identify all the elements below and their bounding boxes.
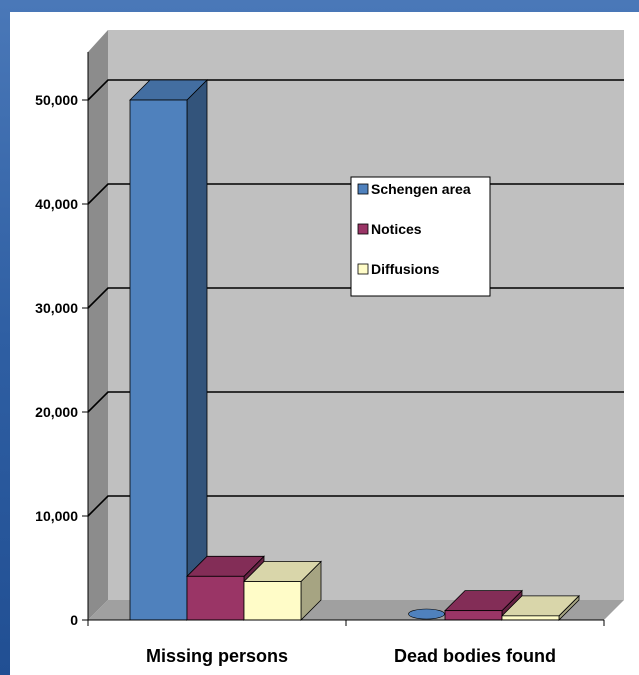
gridline	[87, 495, 624, 517]
bar	[444, 610, 503, 621]
y-tick-label: 40,000	[35, 196, 78, 212]
bar-chart: 0 10,000 20,000 30,000 40,000 50,000 Missing …	[35, 30, 624, 666]
legend-swatch	[357, 183, 369, 195]
y-tick-label: 30,000	[35, 300, 78, 316]
bar	[243, 581, 302, 621]
side-wall	[88, 30, 108, 620]
chart-panel: 0 10,000 20,000 30,000 40,000 50,000 Missing …	[10, 12, 639, 675]
legend-box	[350, 176, 491, 297]
x-category-label: Missing persons	[146, 646, 288, 666]
gridline	[87, 391, 624, 413]
x-category-label: Dead bodies found	[394, 646, 556, 666]
gridline	[87, 79, 624, 101]
bar-side	[186, 79, 208, 621]
bar	[186, 575, 245, 621]
legend-label: Notices	[371, 221, 422, 237]
legend-label: Schengen area	[371, 181, 471, 197]
legend-swatch	[357, 263, 369, 275]
y-tick-label: 20,000	[35, 404, 78, 420]
legend-swatch	[357, 223, 369, 235]
legend: Schengen area Notices Diffusions	[350, 176, 491, 297]
y-tick-label: 0	[70, 612, 78, 628]
bar-stub	[408, 608, 445, 620]
legend-label: Diffusions	[371, 261, 440, 277]
bar	[501, 615, 560, 621]
bar	[129, 99, 188, 621]
x-axis: Missing persons Dead bodies found	[87, 619, 605, 666]
bars	[129, 79, 580, 621]
y-axis: 0 10,000 20,000 30,000 40,000 50,000	[35, 52, 89, 628]
back-wall	[108, 30, 624, 600]
y-tick-label: 10,000	[35, 508, 78, 524]
y-tick-label: 50,000	[35, 92, 78, 108]
